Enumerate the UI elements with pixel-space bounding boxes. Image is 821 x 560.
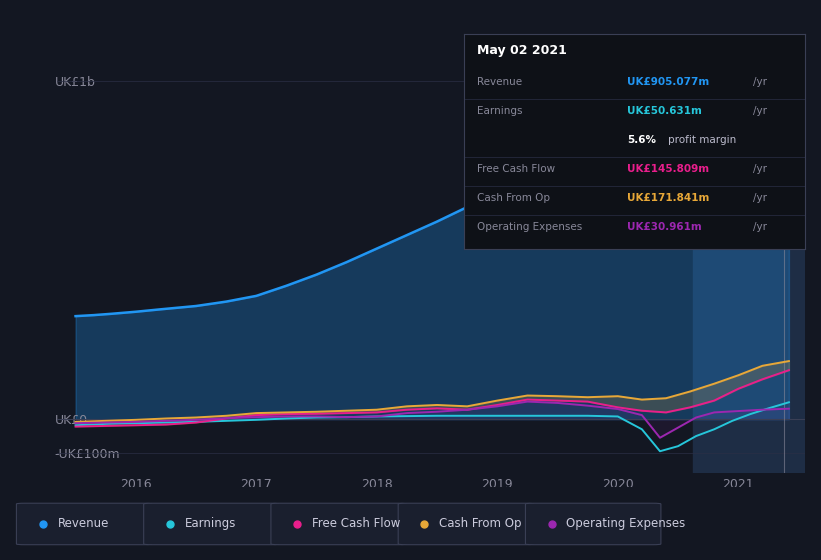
Text: UK£905.077m: UK£905.077m: [627, 77, 709, 87]
Text: /yr: /yr: [754, 193, 768, 203]
Text: Free Cash Flow: Free Cash Flow: [478, 164, 556, 174]
Text: /yr: /yr: [754, 77, 768, 87]
FancyBboxPatch shape: [144, 503, 279, 545]
FancyBboxPatch shape: [398, 503, 534, 545]
Text: Cash From Op: Cash From Op: [478, 193, 551, 203]
Text: /yr: /yr: [754, 106, 768, 116]
FancyBboxPatch shape: [271, 503, 406, 545]
Text: profit margin: profit margin: [668, 135, 736, 145]
Text: Operating Expenses: Operating Expenses: [478, 222, 583, 232]
FancyBboxPatch shape: [16, 503, 152, 545]
FancyBboxPatch shape: [525, 503, 661, 545]
Text: /yr: /yr: [754, 164, 768, 174]
Text: Free Cash Flow: Free Cash Flow: [312, 517, 401, 530]
Text: Revenue: Revenue: [478, 77, 523, 87]
Text: UK£30.961m: UK£30.961m: [627, 222, 702, 232]
Text: Operating Expenses: Operating Expenses: [566, 517, 686, 530]
Text: Cash From Op: Cash From Op: [439, 517, 521, 530]
Text: Revenue: Revenue: [57, 517, 109, 530]
Text: /yr: /yr: [754, 222, 768, 232]
Text: 5.6%: 5.6%: [627, 135, 657, 145]
Text: UK£50.631m: UK£50.631m: [627, 106, 702, 116]
Text: Earnings: Earnings: [478, 106, 523, 116]
Text: UK£171.841m: UK£171.841m: [627, 193, 710, 203]
Text: May 02 2021: May 02 2021: [478, 44, 567, 57]
Bar: [693, 48, 805, 473]
Text: Earnings: Earnings: [185, 517, 236, 530]
Text: UK£145.809m: UK£145.809m: [627, 164, 709, 174]
